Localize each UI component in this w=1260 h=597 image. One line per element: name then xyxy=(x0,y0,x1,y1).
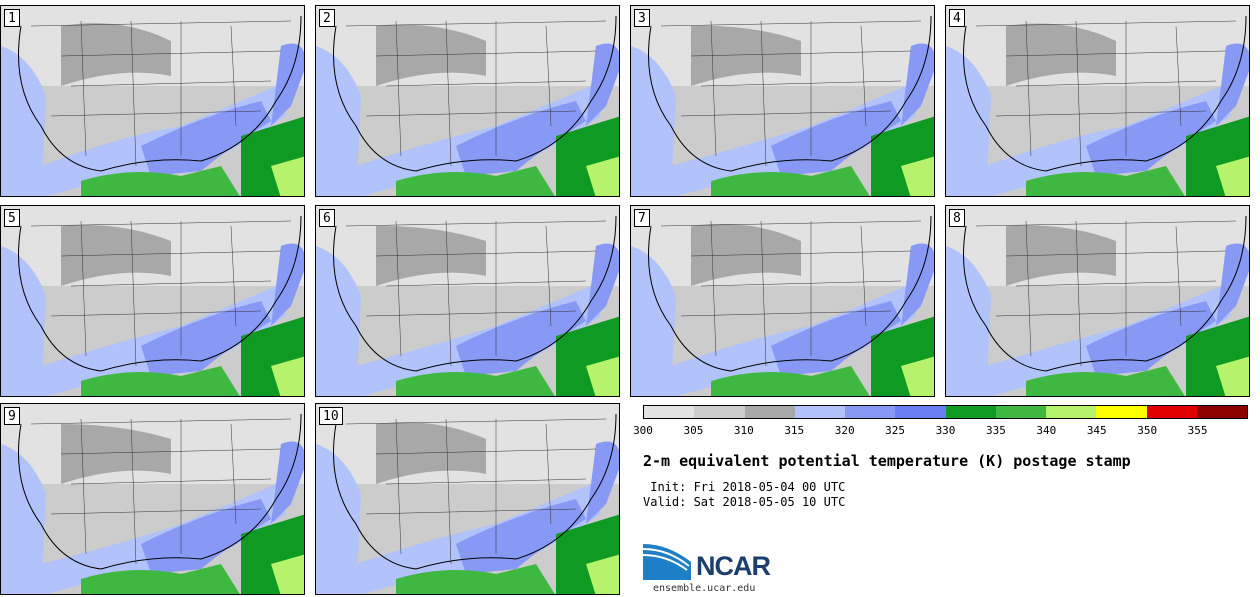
colorbar-tick: 315 xyxy=(784,424,805,437)
member-panel-4: 4 xyxy=(945,5,1250,197)
colorbar-tick: 355 xyxy=(1187,424,1208,437)
colorbar-tick: 345 xyxy=(1086,424,1107,437)
member-panel-3: 3 xyxy=(630,5,935,197)
valid-time: Valid: Sat 2018-05-05 10 UTC xyxy=(643,495,846,509)
member-label: 3 xyxy=(634,9,650,27)
colorbar-swatch-4 xyxy=(845,406,896,418)
member-panel-6: 6 xyxy=(315,205,620,397)
member-label: 4 xyxy=(949,9,965,27)
colorbar-tick: 350 xyxy=(1137,424,1158,437)
member-panel-10: 10 xyxy=(315,403,620,595)
member-label: 2 xyxy=(319,9,335,27)
chart-title: 2-m equivalent potential temperature (K)… xyxy=(643,452,1131,470)
colorbar-tick: 305 xyxy=(683,424,704,437)
colorbar-swatch-1 xyxy=(694,406,745,418)
colorbar-tick: 320 xyxy=(834,424,855,437)
colorbar-tick: 310 xyxy=(733,424,754,437)
member-label: 7 xyxy=(634,209,650,227)
member-panel-7: 7 xyxy=(630,205,935,397)
colorbar xyxy=(643,405,1248,419)
colorbar-tick: 340 xyxy=(1036,424,1057,437)
colorbar-swatch-2 xyxy=(744,406,795,418)
member-panel-5: 5 xyxy=(0,205,305,397)
colorbar-tick: 330 xyxy=(935,424,956,437)
site-url: ensemble.ucar.edu xyxy=(653,583,756,594)
colorbar-swatch-8 xyxy=(1046,406,1097,418)
logo-text: NCAR xyxy=(696,551,771,581)
member-label: 9 xyxy=(4,407,20,425)
member-label: 5 xyxy=(4,209,20,227)
colorbar-swatch-10 xyxy=(1146,406,1197,418)
member-panel-8: 8 xyxy=(945,205,1250,397)
colorbar-swatch-0 xyxy=(644,406,695,418)
member-panel-1: 1 xyxy=(0,5,305,197)
member-label: 10 xyxy=(319,407,343,425)
member-panel-9: 9 xyxy=(0,403,305,595)
colorbar-swatch-3 xyxy=(794,406,845,418)
colorbar-swatch-5 xyxy=(895,406,946,418)
init-time: Init: Fri 2018-05-04 00 UTC xyxy=(643,480,846,494)
colorbar-tick: 325 xyxy=(885,424,906,437)
colorbar-swatch-11 xyxy=(1196,406,1247,418)
colorbar-tick: 300 xyxy=(633,424,653,437)
member-label: 1 xyxy=(4,9,20,27)
colorbar-swatch-7 xyxy=(995,406,1046,418)
ncar-logo-icon xyxy=(643,544,691,580)
member-panel-2: 2 xyxy=(315,5,620,197)
member-label: 6 xyxy=(319,209,335,227)
colorbar-swatch-6 xyxy=(945,406,996,418)
colorbar-tick: 335 xyxy=(985,424,1006,437)
colorbar-swatch-9 xyxy=(1096,406,1147,418)
member-label: 8 xyxy=(949,209,965,227)
